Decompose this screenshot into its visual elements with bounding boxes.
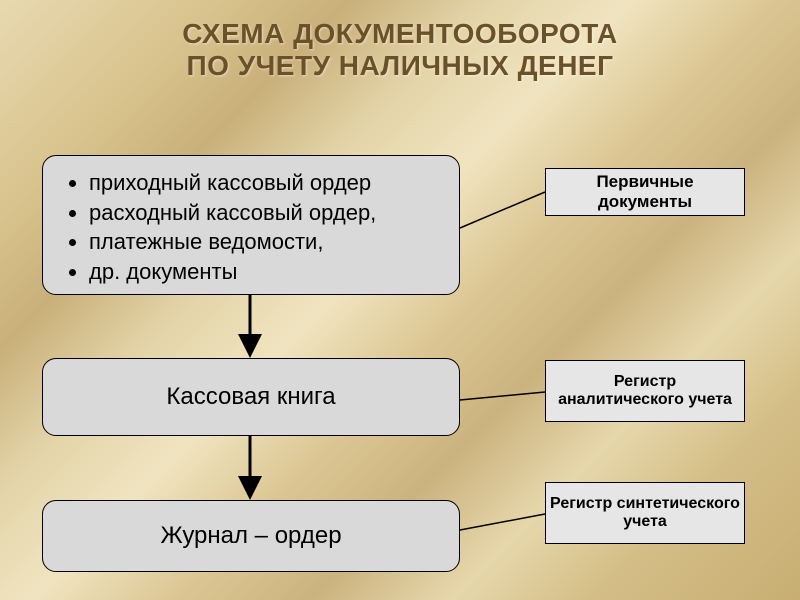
title-line-2: ПО УЧЕТУ НАЛИЧНЫХ ДЕНЕГ bbox=[0, 50, 800, 82]
title-line-1: СХЕМА ДОКУМЕНТООБОРОТА bbox=[0, 18, 800, 50]
journal-order-label: Журнал – ордер bbox=[160, 522, 341, 550]
journal-order-box: Журнал – ордер bbox=[42, 500, 460, 572]
cashbook-box: Кассовая книга bbox=[42, 358, 460, 436]
connector-line bbox=[460, 192, 545, 228]
primary-documents-item: платежные ведомости, bbox=[89, 227, 441, 257]
primary-documents-item: расходный кассовый ордер, bbox=[89, 198, 441, 228]
primary-documents-label-box: Первичные документы bbox=[545, 168, 745, 216]
primary-documents-list: приходный кассовый ордеррасходный кассов… bbox=[61, 168, 441, 287]
synthetic-register-label-text: Регистр синтетического учета bbox=[550, 495, 740, 532]
primary-documents-item: др. документы bbox=[89, 257, 441, 287]
synthetic-register-label-box: Регистр синтетического учета bbox=[545, 482, 745, 544]
page-title: СХЕМА ДОКУМЕНТООБОРОТА ПО УЧЕТУ НАЛИЧНЫХ… bbox=[0, 0, 800, 82]
connector-line bbox=[460, 392, 545, 400]
primary-documents-item: приходный кассовый ордер bbox=[89, 168, 441, 198]
cashbook-label: Кассовая книга bbox=[166, 383, 335, 411]
analytic-register-label-text: Регистр аналитического учета bbox=[550, 373, 740, 410]
connector-line bbox=[460, 514, 545, 530]
analytic-register-label-box: Регистр аналитического учета bbox=[545, 360, 745, 422]
primary-documents-label-text: Первичные документы bbox=[550, 172, 740, 211]
primary-documents-box: приходный кассовый ордеррасходный кассов… bbox=[42, 155, 460, 295]
